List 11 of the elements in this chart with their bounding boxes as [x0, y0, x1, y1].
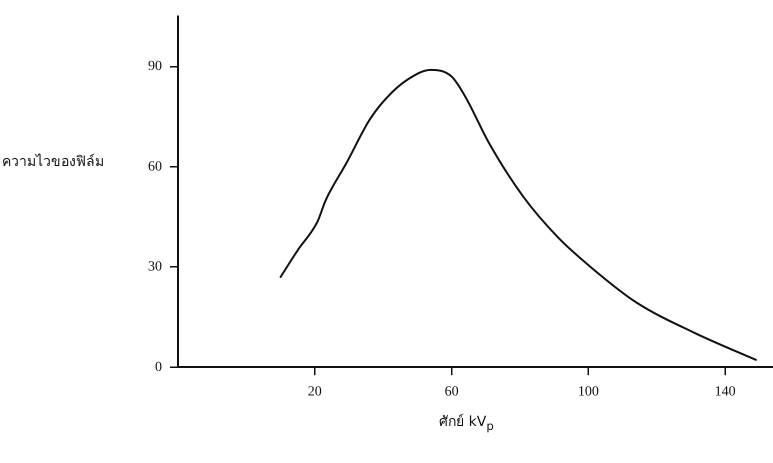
x-axis-title: ศักย์ kV$_{p}$	[438, 412, 495, 433]
x-tick-label: 60	[444, 384, 459, 400]
y-tick-label: 30	[148, 260, 162, 275]
y-axis-title: ความไวของฟิล์ม	[2, 152, 104, 172]
y-tick-label: 90	[148, 59, 162, 74]
y-tick-label: 0	[155, 360, 162, 375]
y-tick-label: 60	[148, 159, 162, 174]
x-tick-label: 100	[578, 384, 599, 400]
x-tick-label: 20	[308, 384, 322, 400]
line-series	[280, 68, 757, 361]
x-tick-label: 140	[714, 384, 736, 400]
